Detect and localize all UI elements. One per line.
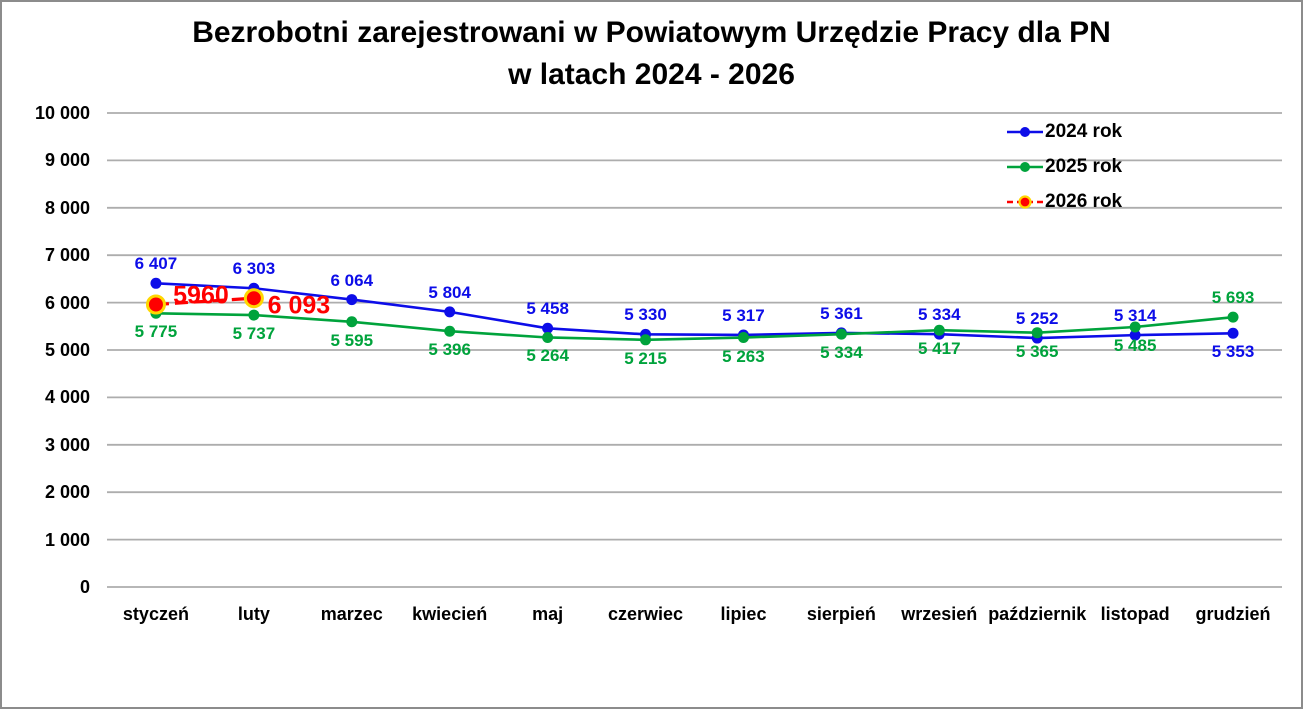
y-tick-label: 3 000 xyxy=(44,434,90,455)
y-tick-label: 10 000 xyxy=(34,103,90,123)
data-label: 5 317 xyxy=(722,305,765,325)
series-marker-2024-rok xyxy=(1227,327,1239,339)
y-tick-label: 2 000 xyxy=(44,482,90,503)
x-tick-label: kwiecień xyxy=(412,604,488,624)
data-label: 5 330 xyxy=(624,305,667,325)
legend-marker xyxy=(1007,161,1043,172)
data-label: 5 775 xyxy=(134,322,178,342)
series-line-2026-rok xyxy=(155,296,254,307)
chart-title-line-1: Bezrobotni zarejestrowani w Powiatowym U… xyxy=(192,16,1111,49)
series-marker-2026-rok xyxy=(243,288,264,309)
data-label: 6 064 xyxy=(330,270,374,290)
data-label: 5 396 xyxy=(428,340,471,360)
legend-marker xyxy=(1007,194,1043,209)
x-tick-label: grudzień xyxy=(1195,604,1271,624)
data-label: 6 407 xyxy=(134,254,178,274)
data-label: 5 485 xyxy=(1113,336,1157,355)
x-tick-label: lipiec xyxy=(720,604,767,624)
x-tick-label: czerwiec xyxy=(608,604,684,624)
series-marker-2025-rok xyxy=(248,309,260,321)
series-marker-2026-rok xyxy=(145,294,166,315)
legend-marker xyxy=(1007,126,1043,137)
data-label: 5 361 xyxy=(820,303,863,323)
series-marker-2025-rok xyxy=(933,324,945,336)
data-label: 5 595 xyxy=(330,330,374,350)
legend-label: 2026 rok xyxy=(1045,190,1123,212)
legend-item-2024-rok: 2024 rok xyxy=(1007,114,1122,149)
series-marker-2025-rok xyxy=(1227,311,1239,323)
y-tick-label: 8 000 xyxy=(44,197,90,218)
data-label: 6 303 xyxy=(232,259,276,279)
data-label: 5 417 xyxy=(918,339,961,359)
series-marker-2024-rok xyxy=(542,322,554,334)
data-label: 5 458 xyxy=(526,299,569,319)
series-marker-2024-rok xyxy=(1129,329,1141,341)
x-tick-label: sierpień xyxy=(806,604,876,624)
data-label: 5 334 xyxy=(820,343,863,363)
legend-label: 2024 rok xyxy=(1045,120,1123,142)
data-label: 5 353 xyxy=(1211,342,1255,362)
data-label: 5 737 xyxy=(232,324,276,344)
data-label: 5 264 xyxy=(526,346,569,366)
x-tick-label: maj xyxy=(532,604,564,624)
series-marker-2025-rok xyxy=(444,325,456,337)
x-tick-label: październik xyxy=(988,604,1087,624)
y-tick-label: 6 000 xyxy=(44,292,90,313)
chart-title: Bezrobotni zarejestrowani w Powiatowym U… xyxy=(2,12,1301,96)
series-marker-2025-rok xyxy=(346,316,358,328)
series-marker-2025-rok xyxy=(835,328,847,340)
series-line-2025-rok xyxy=(155,311,1234,342)
x-tick-label: wrzesień xyxy=(901,604,978,624)
data-label: 6 093 xyxy=(267,291,331,320)
data-label: 5 252 xyxy=(1015,309,1059,329)
chart-title-line-2: w latach 2024 - 2026 xyxy=(508,58,795,91)
data-label: 5 263 xyxy=(722,346,765,366)
data-label: 5 365 xyxy=(1015,341,1059,361)
y-tick-label: 5 000 xyxy=(44,340,90,360)
y-tick-label: 4 000 xyxy=(44,387,90,408)
series-line-2024-rok xyxy=(155,282,1234,340)
series-marker-2025-rok xyxy=(737,332,749,344)
data-label: 5 804 xyxy=(428,282,471,302)
series-marker-2025-rok xyxy=(1031,327,1043,339)
legend-item-2025-rok: 2025 rok xyxy=(1007,149,1122,184)
legend-item-2026-rok: 2026 rok xyxy=(1007,184,1122,219)
legend: 2024 rok 2025 rok 2026 rok xyxy=(1007,114,1122,219)
x-tick-label: luty xyxy=(237,604,270,624)
y-tick-label: 9 000 xyxy=(44,150,90,171)
data-label: 5960 xyxy=(173,281,229,310)
y-tick-label: 7 000 xyxy=(44,245,90,266)
series-marker-2024-rok xyxy=(150,277,162,289)
series-marker-2025-rok xyxy=(1129,321,1141,333)
data-label: 5 314 xyxy=(1113,306,1157,326)
data-label: 5 334 xyxy=(918,305,961,325)
x-tick-label: listopad xyxy=(1100,604,1170,624)
series-marker-2024-rok xyxy=(444,306,456,318)
series-marker-2024-rok xyxy=(346,294,358,306)
data-label: 5 693 xyxy=(1211,288,1255,308)
legend-label: 2025 rok xyxy=(1045,155,1123,177)
data-label: 5 215 xyxy=(624,348,667,368)
y-tick-label: 1 000 xyxy=(44,529,90,550)
series-marker-2025-rok xyxy=(640,334,652,346)
x-tick-label: styczeń xyxy=(122,604,189,624)
series-marker-2025-rok xyxy=(542,331,554,343)
y-tick-label: 0 xyxy=(79,577,90,597)
x-tick-label: marzec xyxy=(320,604,383,624)
